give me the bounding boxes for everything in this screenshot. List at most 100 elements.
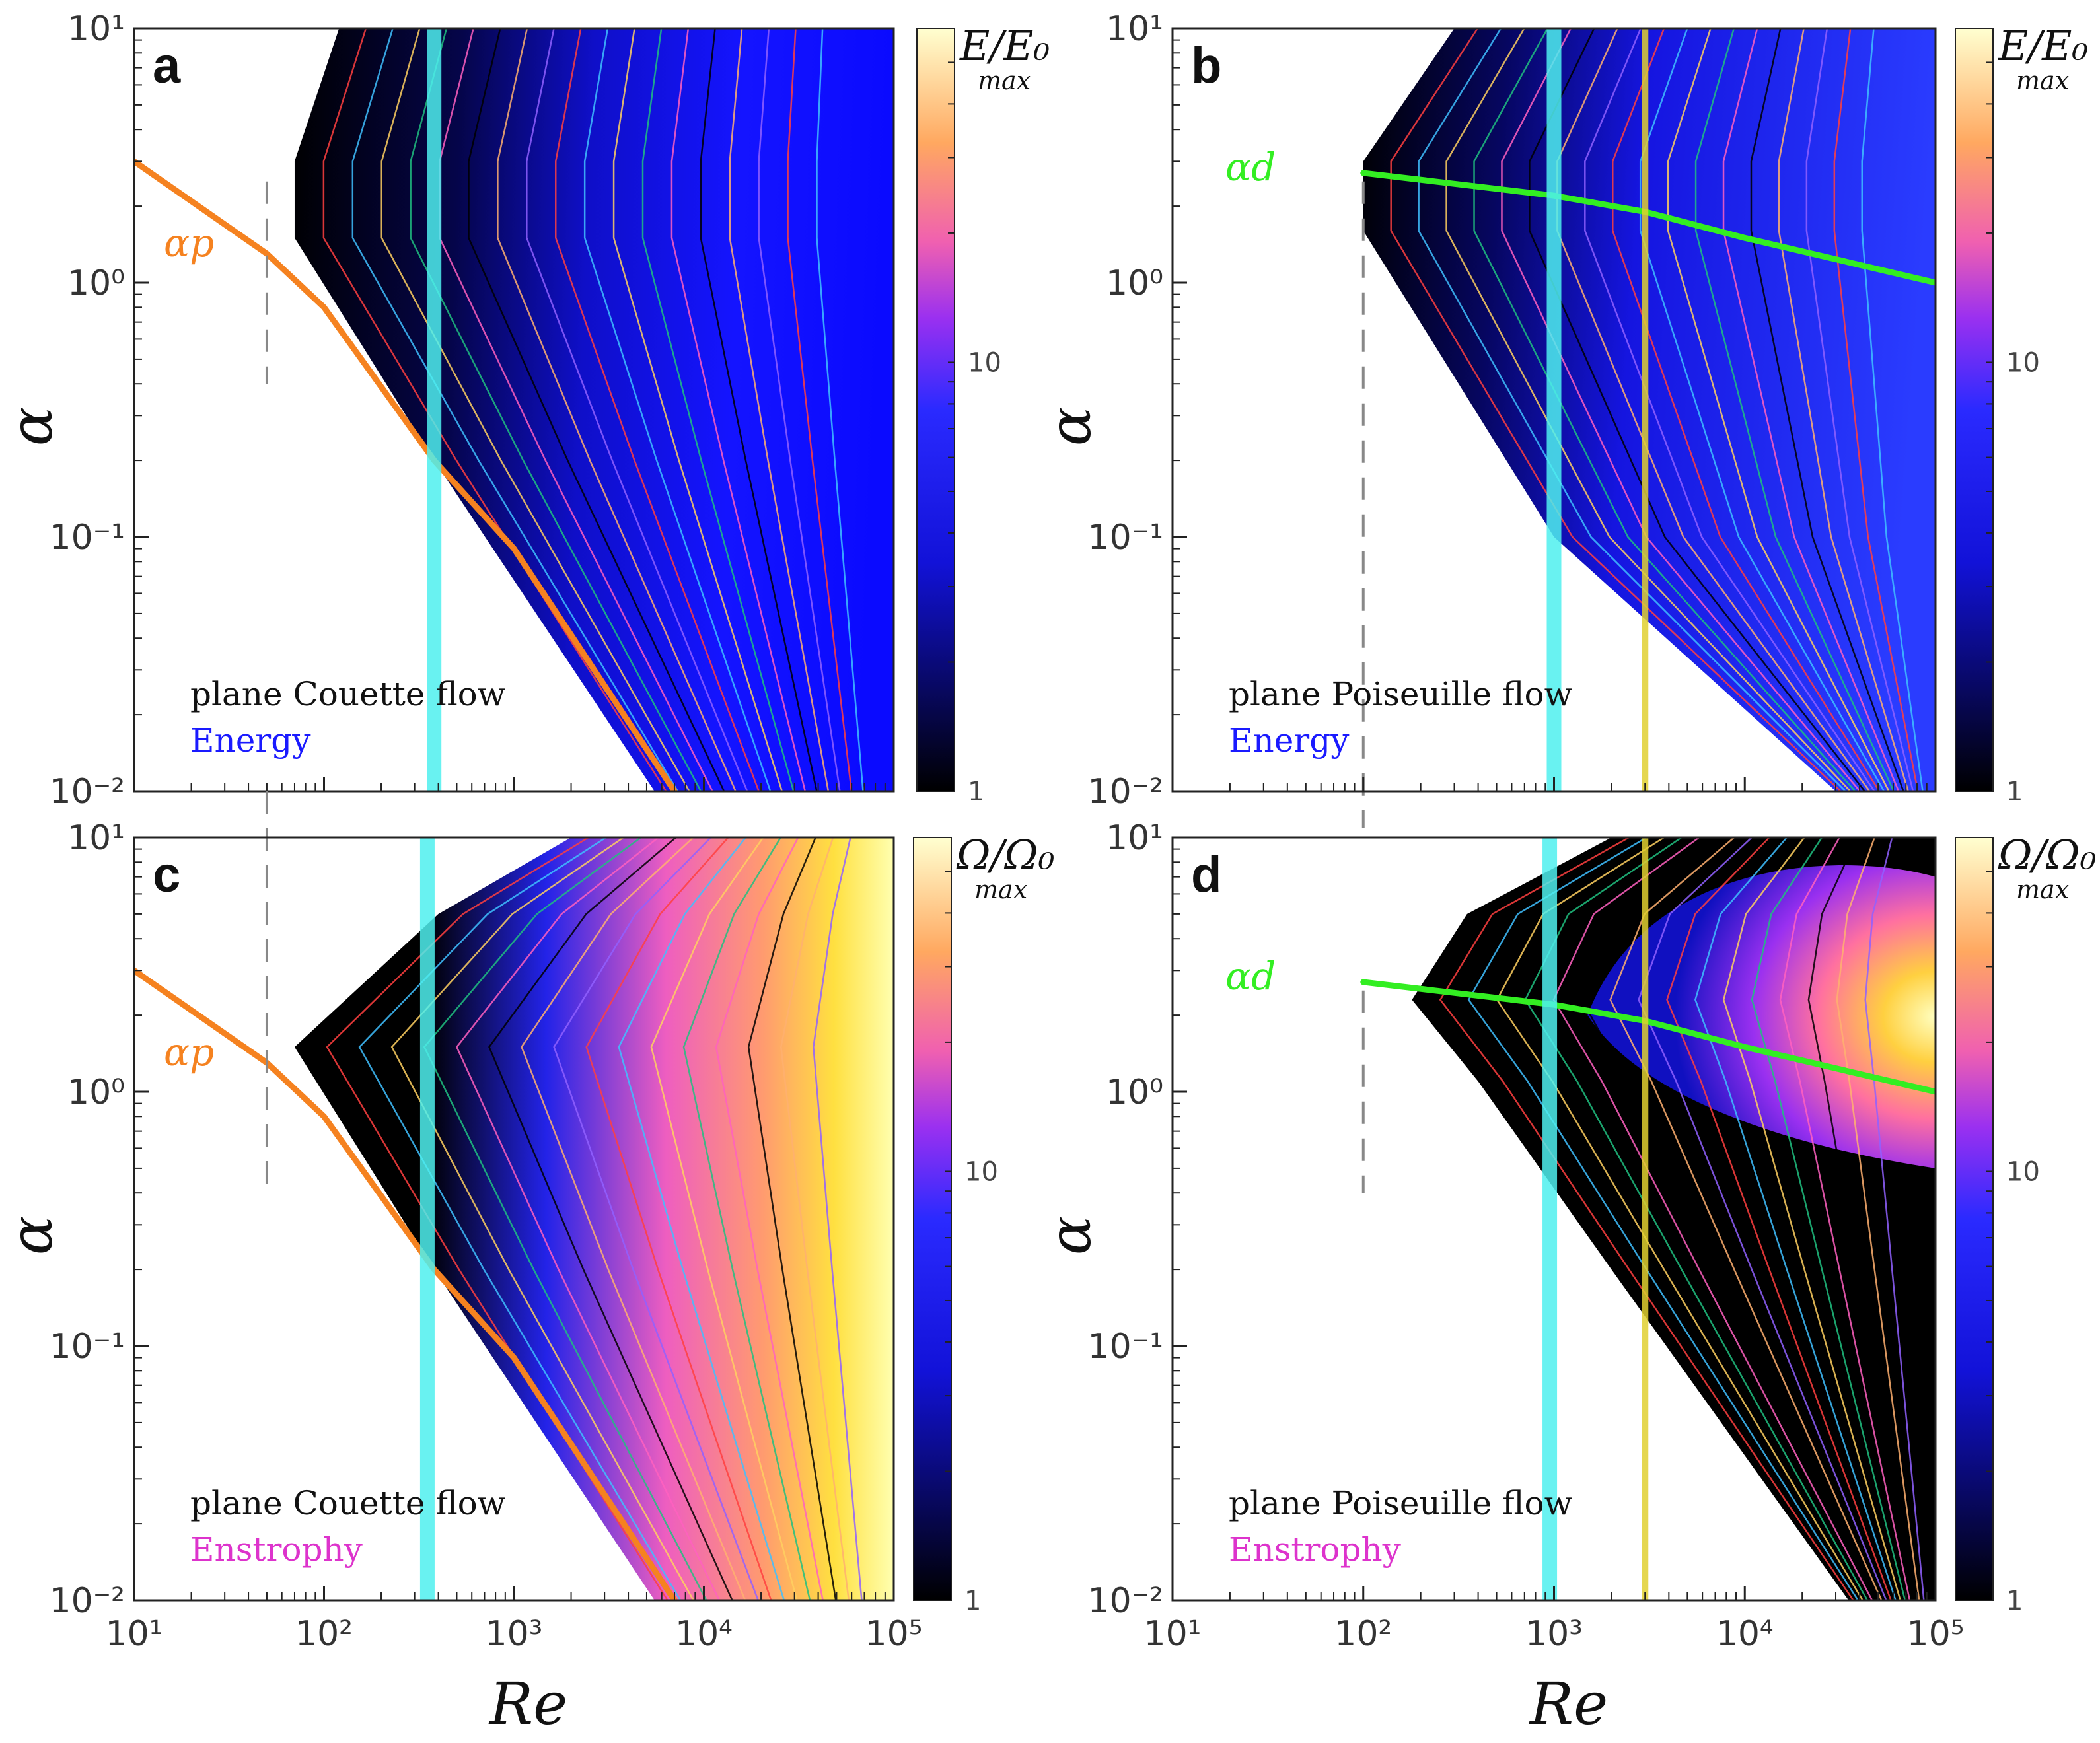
y-tick-label: 10⁰ bbox=[1106, 264, 1163, 303]
y-tick-label: 10⁻¹ bbox=[1088, 518, 1163, 557]
contour-line bbox=[1751, 837, 1906, 1600]
quantity-label: Energy bbox=[190, 721, 311, 760]
contour-line bbox=[1864, 837, 1925, 1600]
contour-line bbox=[1501, 28, 1861, 791]
contour-line bbox=[497, 28, 737, 791]
contour-line bbox=[813, 837, 863, 1600]
y-tick-label: 10⁰ bbox=[1106, 1073, 1163, 1112]
colorbar-title: E/E₀ bbox=[959, 22, 1050, 70]
colorbar-tick-label: 1 bbox=[968, 777, 984, 807]
x-tick-label: 10¹ bbox=[105, 1614, 163, 1654]
panel-label-d: d bbox=[1191, 847, 1221, 903]
contour-line bbox=[758, 28, 841, 791]
contour-line bbox=[553, 837, 759, 1600]
y-tick-label: 10⁰ bbox=[67, 264, 125, 303]
contour-line bbox=[521, 837, 746, 1600]
y-tick-label: 10⁻¹ bbox=[50, 1327, 125, 1367]
contour-line bbox=[1445, 28, 1851, 791]
contour-line bbox=[1805, 28, 1914, 791]
contour-line bbox=[618, 837, 785, 1600]
cyan-band bbox=[1542, 837, 1558, 1600]
contour-line bbox=[1390, 28, 1842, 791]
panel-a: αp 10¹ 10⁰ 10⁻¹ 10⁻² α a plane Couette flow Ener… bbox=[0, 9, 1050, 812]
contour-line bbox=[1467, 837, 1859, 1600]
contour-line bbox=[729, 28, 830, 791]
cyan-band bbox=[1546, 28, 1562, 791]
contour-line bbox=[1638, 837, 1887, 1600]
contour-line bbox=[1473, 28, 1856, 791]
contour-line bbox=[1750, 28, 1904, 791]
contour-line bbox=[1612, 28, 1880, 791]
colorbar-subtitle: max bbox=[974, 875, 1027, 904]
yellow-band bbox=[1642, 837, 1649, 1600]
contour-line bbox=[410, 28, 702, 791]
contour-line bbox=[779, 837, 850, 1600]
cyan-band bbox=[427, 28, 442, 791]
curve-label-alpha-p: αp bbox=[164, 1030, 214, 1075]
contour-line bbox=[1833, 28, 1919, 791]
y-axis-label: α bbox=[1036, 407, 1104, 446]
colorbar-subtitle: max bbox=[2016, 66, 2069, 95]
contour-line bbox=[1779, 837, 1911, 1600]
curve-alpha-p bbox=[134, 967, 678, 1600]
contour-line bbox=[1609, 837, 1883, 1600]
contour-line bbox=[1807, 837, 1916, 1600]
colorbar-tick-label: 1 bbox=[964, 1586, 981, 1616]
quantity-label: Enstrophy bbox=[190, 1530, 363, 1569]
contour-line bbox=[1836, 837, 1920, 1600]
y-tick-label: 10⁻² bbox=[1088, 1581, 1163, 1621]
contour-line bbox=[1639, 28, 1885, 791]
contour-line bbox=[682, 837, 811, 1600]
plot-area-a bbox=[134, 28, 894, 791]
contour-line bbox=[612, 28, 783, 791]
y-tick-label: 10⁻¹ bbox=[1088, 1327, 1163, 1367]
contour-line bbox=[390, 837, 694, 1600]
flow-label: plane Poiseuille flow bbox=[1229, 1484, 1573, 1522]
flow-label: plane Couette flow bbox=[190, 675, 506, 713]
colorbar-tick-label: 10 bbox=[968, 347, 1001, 378]
curve-label-alpha-d: αd bbox=[1225, 954, 1276, 999]
panel-label-b: b bbox=[1191, 38, 1221, 94]
contour-line bbox=[1666, 837, 1892, 1600]
region-fill-c bbox=[294, 837, 894, 1600]
y-tick-label: 10⁻² bbox=[50, 1581, 125, 1621]
quantity-label: Enstrophy bbox=[1229, 1530, 1402, 1569]
x-tick-label: 10⁴ bbox=[675, 1614, 733, 1654]
y-axis-label: α bbox=[1036, 1216, 1104, 1255]
contour-line bbox=[1861, 28, 1924, 791]
contour-line bbox=[816, 28, 864, 791]
x-axis-label-left: Re bbox=[488, 1670, 567, 1738]
contour-line bbox=[787, 28, 853, 791]
colorbar-title: Ω/Ω₀ bbox=[1998, 831, 2097, 879]
colorbar-title: E/E₀ bbox=[1998, 22, 2088, 70]
contour-line bbox=[1418, 28, 1846, 791]
contour-line bbox=[1496, 837, 1864, 1600]
contour-line bbox=[670, 28, 807, 791]
colorbar-tick-label: 1 bbox=[2006, 777, 2023, 807]
contour-line bbox=[1722, 837, 1901, 1600]
x-tick-label: 10³ bbox=[1525, 1614, 1583, 1654]
colorbar-subtitle: max bbox=[2016, 875, 2069, 904]
colorbar bbox=[916, 28, 955, 792]
colorbar-tick-label: 10 bbox=[964, 1156, 998, 1187]
colorbar-title: Ω/Ω₀ bbox=[956, 831, 1055, 879]
contour-line bbox=[641, 28, 795, 791]
y-axis-label: α bbox=[0, 407, 65, 446]
colorbar-subtitle: max bbox=[978, 66, 1031, 95]
contour-line bbox=[747, 837, 837, 1600]
curve-label-alpha-d: αd bbox=[1225, 145, 1276, 190]
x-tick-label: 10³ bbox=[485, 1614, 542, 1654]
contour-line bbox=[468, 28, 725, 791]
y-tick-label: 10¹ bbox=[67, 818, 125, 858]
y-tick-label: 10⁻¹ bbox=[50, 518, 125, 557]
contour-line bbox=[650, 837, 798, 1600]
y-tick-label: 10⁻² bbox=[1088, 772, 1163, 812]
x-tick-label: 10⁴ bbox=[1716, 1614, 1774, 1654]
x-tick-label: 10⁵ bbox=[865, 1614, 922, 1654]
y-tick-label: 10¹ bbox=[67, 9, 125, 49]
x-tick-label: 10² bbox=[1334, 1614, 1392, 1654]
contour-line bbox=[380, 28, 690, 791]
plot-area-c bbox=[134, 837, 894, 1600]
x-axis-label-right: Re bbox=[1529, 1670, 1608, 1738]
